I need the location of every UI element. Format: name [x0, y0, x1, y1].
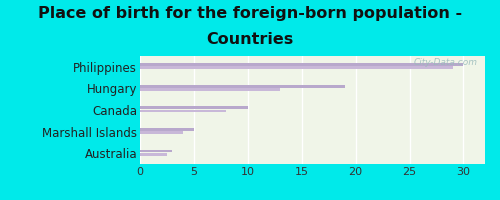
Bar [140, 131, 183, 134]
Text: Place of birth for the foreign-born population -: Place of birth for the foreign-born popu… [38, 6, 462, 21]
Text: City-Data.com: City-Data.com [414, 58, 478, 67]
Bar [140, 128, 194, 131]
Text: Countries: Countries [206, 32, 294, 47]
Bar [140, 110, 226, 112]
Bar [140, 63, 464, 66]
Bar [140, 153, 167, 156]
Bar [140, 66, 452, 69]
Bar [140, 150, 172, 152]
Bar [140, 88, 280, 91]
Bar [140, 85, 345, 88]
Bar [140, 106, 248, 109]
